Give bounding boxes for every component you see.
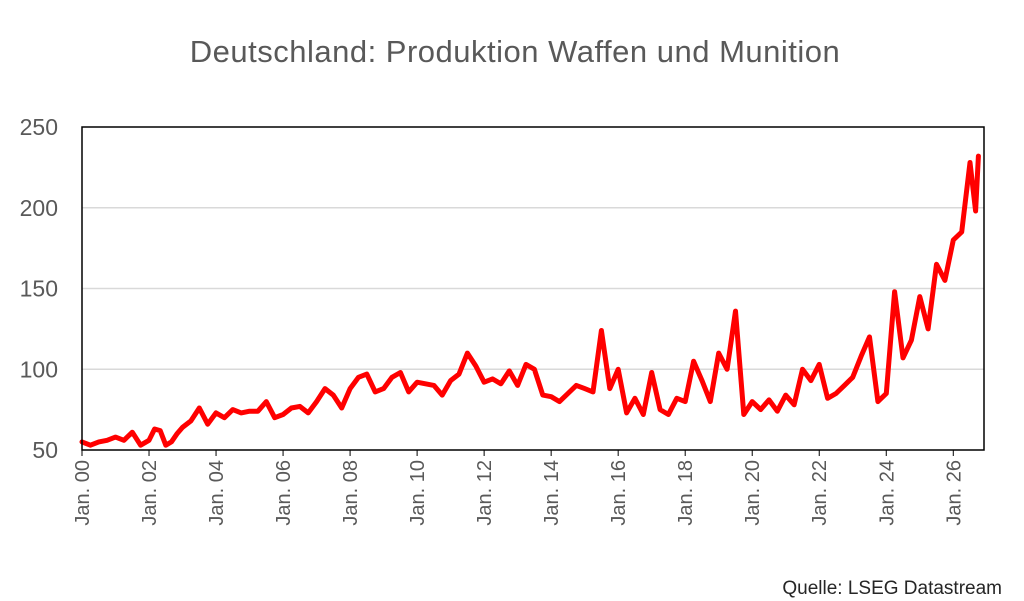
x-tick-label: Jan. 02 (139, 460, 161, 526)
x-tick-label: Jan. 00 (72, 460, 94, 526)
y-tick-label: 250 (20, 114, 58, 140)
x-tick-label: Jan. 12 (474, 460, 496, 526)
x-tick-label: Jan. 24 (876, 460, 898, 526)
y-axis-tick-labels: 50 100 150 200 250 (20, 114, 58, 463)
x-axis-tick-labels: Jan. 00 Jan. 02 Jan. 04 Jan. 06 Jan. 08 Jan. … (72, 450, 965, 526)
chart-title: Deutschland: Produktion Waffen und Munit… (189, 34, 841, 69)
plot-frame (81, 126, 985, 451)
x-tick-label: Jan. 06 (273, 460, 295, 526)
x-tick-label: Jan. 08 (340, 460, 362, 526)
y-tick-label: 200 (20, 195, 58, 221)
x-tick-label: Jan. 22 (809, 460, 831, 526)
x-tick-label: Jan. 20 (742, 460, 764, 526)
y-tick-label: 50 (32, 437, 58, 463)
x-tick-label: Jan. 04 (206, 460, 228, 526)
x-tick-label: Jan. 18 (675, 460, 697, 526)
y-tick-label: 150 (20, 276, 58, 302)
series-line (79, 153, 981, 448)
grid-lines (82, 207, 984, 370)
x-tick-label: Jan. 10 (407, 460, 429, 526)
x-tick-label: Jan. 26 (943, 460, 965, 526)
y-tick-label: 100 (20, 356, 58, 382)
x-tick-label: Jan. 16 (608, 460, 630, 526)
source-note: Quelle: LSEG Datastream (782, 578, 1002, 599)
x-tick-label: Jan. 14 (541, 460, 563, 526)
